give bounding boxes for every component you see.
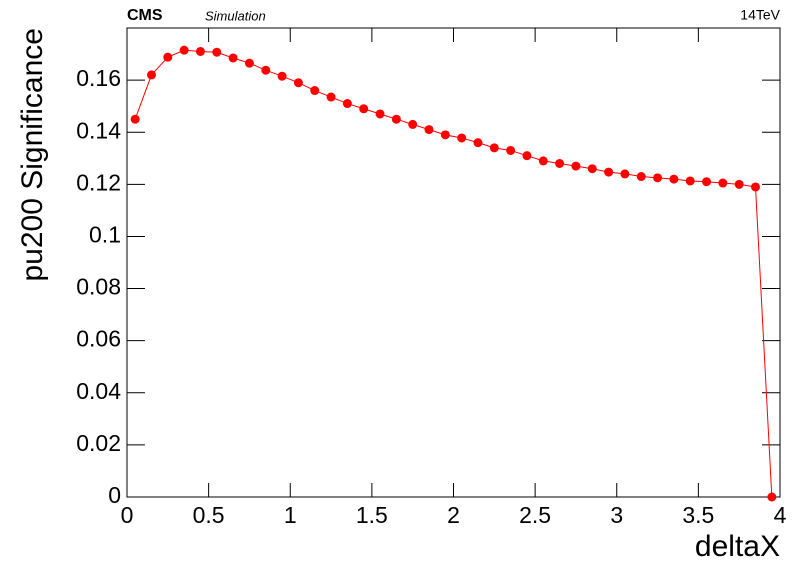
data-point <box>179 45 189 55</box>
data-point <box>571 161 581 171</box>
y-tick-label: 0.06 <box>76 326 121 352</box>
y-tick-label: 0.04 <box>76 378 121 404</box>
x-tick-label: 3 <box>610 502 623 528</box>
y-tick-label: 0.14 <box>76 117 121 143</box>
data-point <box>457 133 467 143</box>
data-point <box>228 53 238 63</box>
y-tick-label: 0 <box>108 482 121 508</box>
y-tick-label: 0.1 <box>89 222 121 248</box>
data-point <box>408 119 418 129</box>
energy-label: 14TeV <box>740 7 780 23</box>
data-point <box>653 173 663 183</box>
data-point <box>212 47 222 57</box>
y-tick-label: 0.16 <box>76 65 121 91</box>
data-point <box>310 86 320 96</box>
data-point <box>424 125 434 135</box>
data-point <box>620 169 630 179</box>
x-tick-label: 0 <box>121 502 134 528</box>
data-point <box>473 138 483 148</box>
x-tick-label: 4 <box>774 502 787 528</box>
data-point <box>522 151 532 161</box>
x-tick-label: 1.5 <box>356 502 388 528</box>
data-point <box>734 179 744 189</box>
data-point <box>375 109 385 119</box>
data-point <box>293 78 303 88</box>
y-tick-label: 0.02 <box>76 430 121 456</box>
cms-label: CMS <box>127 7 163 24</box>
data-point <box>669 174 679 184</box>
data-point <box>751 182 761 192</box>
data-point <box>555 158 565 168</box>
x-tick-label: 0.5 <box>193 502 225 528</box>
data-point <box>261 65 271 75</box>
plot-frame <box>126 27 781 498</box>
data-point <box>342 99 352 109</box>
y-tick-label: 0.12 <box>76 169 121 195</box>
data-point <box>489 143 499 153</box>
data-point <box>718 178 728 188</box>
data-point <box>130 114 140 124</box>
x-tick-label: 1 <box>284 502 297 528</box>
data-point <box>440 130 450 140</box>
data-point <box>244 58 254 68</box>
x-tick-label: 2 <box>447 502 460 528</box>
data-point <box>636 172 646 182</box>
data-point <box>146 70 156 80</box>
x-axis-label: deltaX <box>695 530 780 563</box>
series-line <box>134 49 773 498</box>
data-point <box>195 46 205 56</box>
subtitle: Simulation <box>205 8 266 23</box>
data-point <box>391 114 401 124</box>
data-point <box>604 167 614 177</box>
data-point <box>587 164 597 174</box>
data-point <box>685 176 695 186</box>
x-tick-label: 2.5 <box>519 502 551 528</box>
y-tick-label: 0.08 <box>76 274 121 300</box>
data-point <box>538 156 548 166</box>
data-point <box>326 92 336 102</box>
data-point <box>767 492 777 502</box>
data-point <box>359 104 369 114</box>
y-axis-label: pu200 Significance <box>16 28 49 282</box>
data-point <box>163 52 173 62</box>
data-point <box>506 145 516 155</box>
data-point <box>702 177 712 187</box>
data-point <box>277 71 287 81</box>
x-tick-label: 3.5 <box>682 502 714 528</box>
